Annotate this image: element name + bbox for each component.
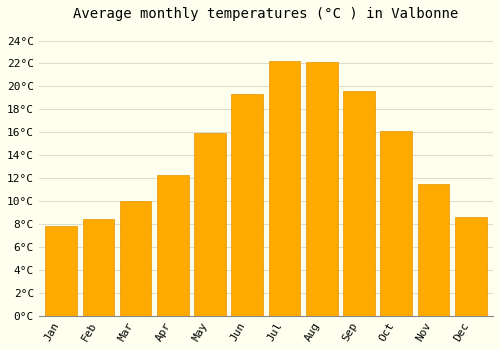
Bar [343, 91, 375, 316]
Bar [418, 184, 450, 316]
Bar [232, 94, 263, 316]
Bar [46, 226, 77, 316]
Bar [268, 61, 300, 316]
Bar [455, 217, 486, 316]
Bar [157, 175, 188, 316]
Bar [120, 201, 152, 316]
Bar [82, 219, 114, 316]
Bar [194, 133, 226, 316]
Title: Average monthly temperatures (°C ) in Valbonne: Average monthly temperatures (°C ) in Va… [74, 7, 458, 21]
Bar [380, 131, 412, 316]
Bar [306, 62, 338, 316]
